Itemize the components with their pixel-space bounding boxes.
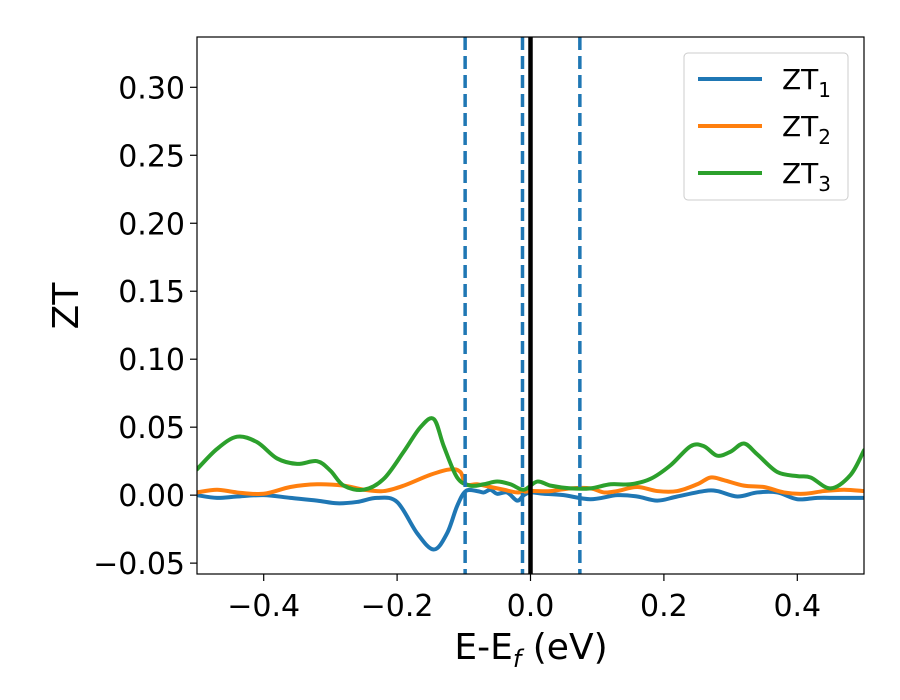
vertical-lines bbox=[463, 37, 582, 574]
y-tick-label: 0.00 bbox=[118, 479, 185, 514]
y-tick-label: 0.10 bbox=[118, 343, 185, 378]
y-tick-label: −0.05 bbox=[93, 547, 185, 582]
series-line-3 bbox=[197, 416, 864, 492]
x-tick-label: −0.2 bbox=[361, 589, 434, 624]
y-axis-label: ZT bbox=[46, 282, 87, 330]
legend-box bbox=[683, 52, 849, 201]
legend-label-3: ZT3 bbox=[782, 157, 831, 196]
x-tick-label: −0.4 bbox=[227, 589, 300, 624]
plot-area bbox=[196, 36, 865, 575]
x-tick-label: 0.0 bbox=[507, 589, 555, 624]
legend-label-2: ZT2 bbox=[782, 110, 831, 149]
y-tick-label: 0.05 bbox=[118, 411, 185, 446]
x-tick-label: 0.4 bbox=[773, 589, 821, 624]
x-tick-label: 0.2 bbox=[640, 589, 688, 624]
y-tick-label: 0.15 bbox=[118, 275, 185, 310]
x-ticks: −0.4 −0.2 0.0 0.2 0.4 bbox=[227, 574, 821, 624]
legend: ZT1 ZT2 ZT3 bbox=[683, 52, 849, 201]
y-tick-label: 0.30 bbox=[118, 71, 185, 106]
y-tick-label: 0.20 bbox=[118, 207, 185, 242]
x-axis-label-main: E-E bbox=[454, 627, 512, 668]
legend-label-1: ZT1 bbox=[782, 63, 831, 102]
y-ticks: −0.05 0.00 0.05 0.10 0.15 0.20 0.25 0.30 bbox=[93, 71, 197, 582]
x-axis-label: E-Ef (eV) bbox=[454, 627, 607, 673]
x-axis-label-tail: (eV) bbox=[521, 627, 607, 668]
y-tick-label: 0.25 bbox=[118, 139, 185, 174]
